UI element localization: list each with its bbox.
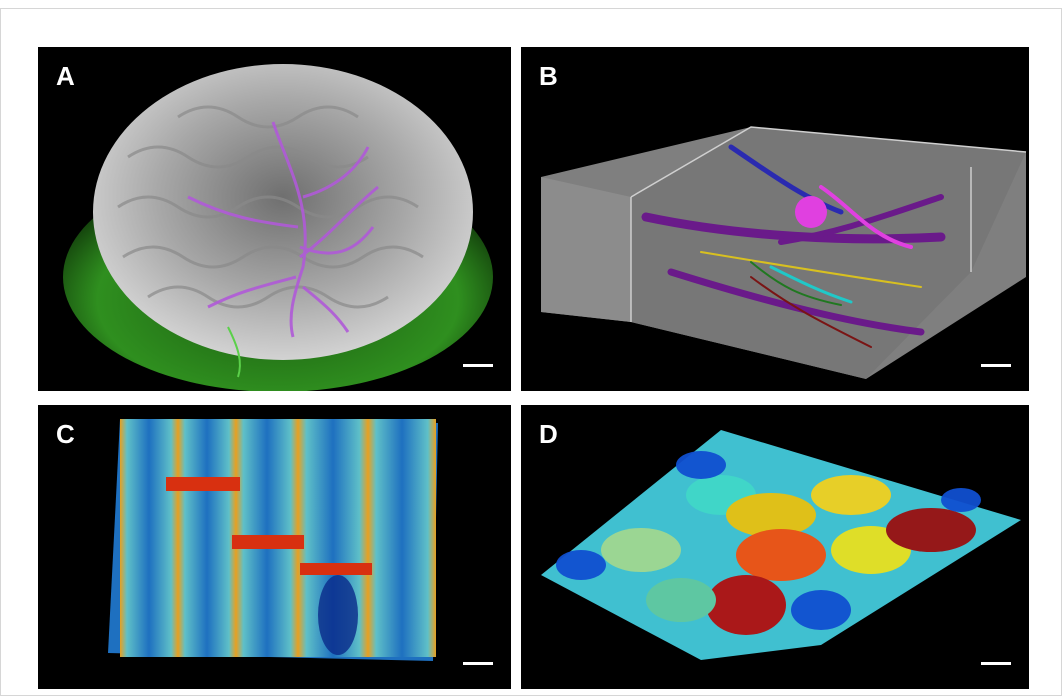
panel-label-c: C [56, 419, 75, 449]
panel-d: D [521, 405, 1029, 689]
scale-bar [981, 364, 1011, 367]
scale-bar [981, 662, 1011, 665]
panel-c: C [38, 405, 511, 689]
panel-label-b: B [539, 61, 558, 91]
segmented-surface-image [541, 430, 1021, 660]
em-volume-image [541, 126, 1027, 379]
heatmap-surface-image [108, 419, 438, 661]
panel-b: B [521, 47, 1029, 391]
brain-render-image [63, 64, 493, 391]
panel-a: A [38, 47, 511, 391]
scale-bar [463, 662, 493, 665]
scale-bar [463, 364, 493, 367]
panel-label-a: A [56, 61, 75, 91]
figure-frame: A B [0, 8, 1062, 696]
panel-label-d: D [539, 419, 558, 449]
